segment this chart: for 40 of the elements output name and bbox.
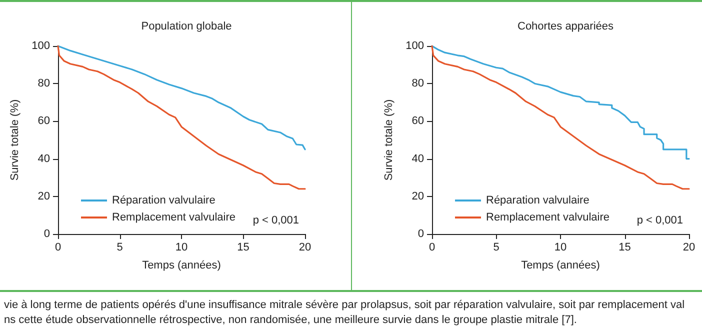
y-tick-label: 0 (44, 228, 50, 240)
x-tick-label: 0 (54, 242, 62, 254)
line-series (57, 45, 306, 150)
x-axis-title: Temps (années) (142, 260, 221, 272)
y-tick-label: 40 (412, 152, 424, 165)
x-tick-label: 20 (298, 242, 312, 254)
x-tick-label: 5 (493, 242, 500, 254)
line-series (57, 45, 306, 190)
y-tick-label: 100 (406, 40, 424, 52)
y-axis-title: Survie totale (%) (383, 99, 396, 181)
y-tick-label: 80 (38, 78, 50, 90)
y-tick-label: 60 (412, 115, 424, 128)
legend-label: Remplacement valvulaire (486, 212, 610, 224)
legend-label: Réparation valvulaire (486, 194, 590, 206)
chart-title: Population globale (141, 20, 232, 32)
y-tick-label: 40 (38, 152, 50, 165)
annotation: p < 0,001 (252, 214, 300, 226)
x-tick-label: 15 (618, 242, 631, 254)
x-tick-label: 5 (116, 242, 123, 254)
annotation: p < 0,001 (636, 214, 684, 226)
y-axis-title: Survie totale (%) (9, 99, 22, 181)
chart-title: Cohortes appariées (517, 20, 614, 32)
y-tick-label: 0 (418, 228, 424, 240)
x-axis-title: Temps (années) (521, 260, 600, 272)
x-tick-label: 10 (554, 242, 567, 254)
text: ns cette étude observationnelle rétrospective, non randomisée, une meilleure survie dans le groupe plastie mitrale [7]. (4, 313, 578, 328)
y-tick-label: 100 (32, 40, 50, 52)
x-tick-label: 15 (237, 242, 250, 254)
text: vie à long terme de patients opérés d'une insuffisance mitrale sévère par prolapsus, soit par réparation valvulaire, soit par remplacement val (4, 298, 686, 313)
legend-label: Réparation valvulaire (112, 194, 216, 206)
y-tick-label: 20 (38, 190, 50, 202)
legend-label: Remplacement valvulaire (112, 212, 236, 224)
y-tick-label: 20 (412, 190, 424, 202)
x-tick-label: 0 (428, 242, 436, 254)
line-series (431, 45, 690, 160)
y-tick-label: 80 (412, 78, 424, 90)
x-tick-label: 20 (682, 242, 696, 254)
line-series (431, 45, 690, 190)
y-tick-label: 60 (38, 115, 50, 128)
x-tick-label: 10 (175, 242, 188, 254)
